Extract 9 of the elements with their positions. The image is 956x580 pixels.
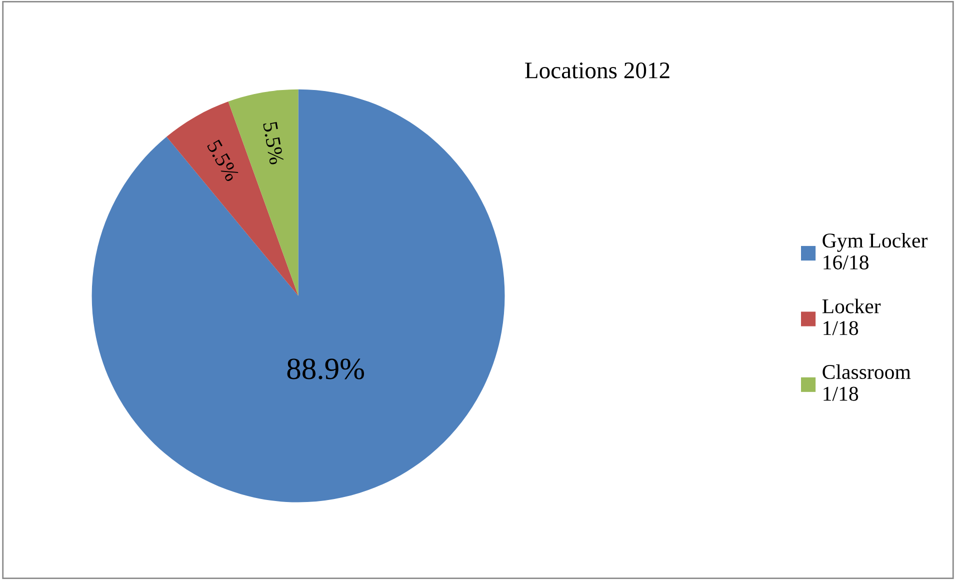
chart-title: Locations 2012 (525, 62, 670, 78)
data-label: 88.9% (287, 358, 364, 380)
pie-slice (166, 102, 298, 296)
pie-slice (92, 89, 505, 502)
legend-label: Gym Locker 16/18 (822, 232, 928, 270)
legend-label: Classroom 1/18 (822, 364, 911, 401)
legend-label: Locker 1/18 (822, 298, 881, 336)
data-label: 5.5% (206, 139, 240, 182)
data-label: 5.5% (262, 122, 284, 165)
